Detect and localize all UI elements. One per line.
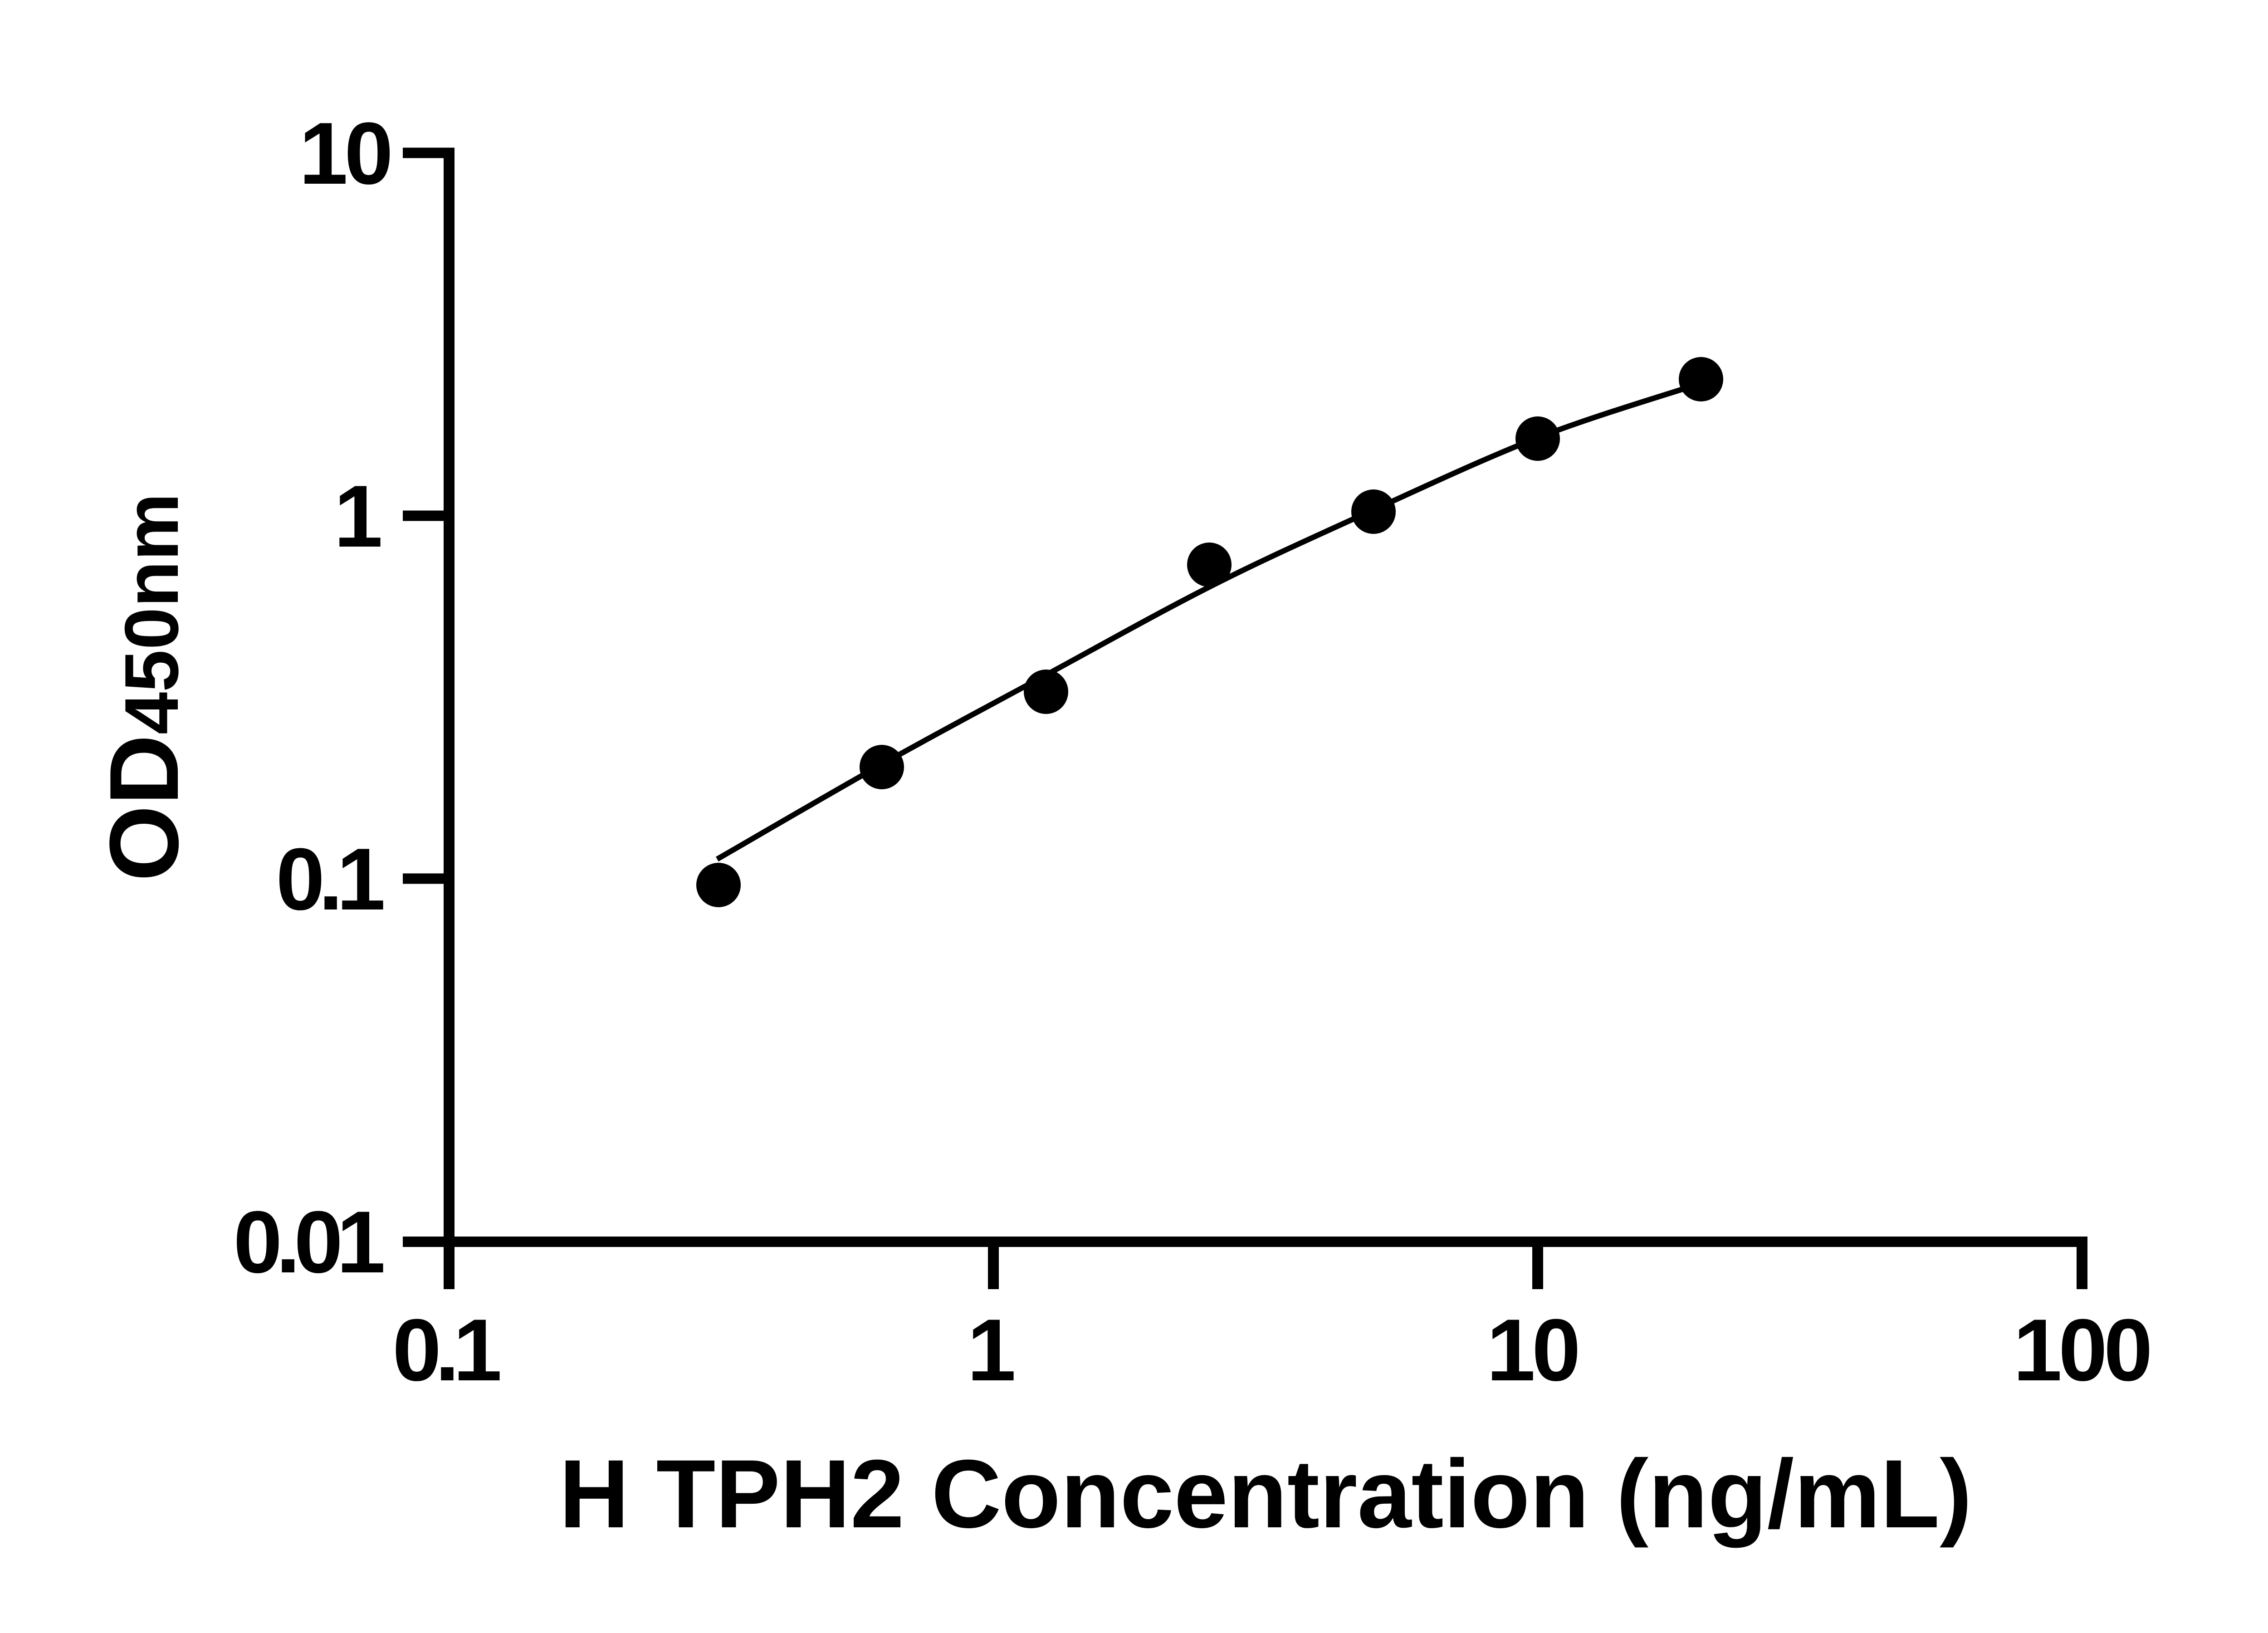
svg-text:1: 1 (334, 467, 381, 566)
svg-text:100: 100 (2013, 1301, 2149, 1399)
svg-text:OD450nm: OD450nm (89, 493, 199, 881)
svg-text:10: 10 (299, 104, 390, 203)
svg-text:1: 1 (967, 1301, 1014, 1399)
svg-text:10: 10 (1486, 1301, 1577, 1399)
svg-text:H TPH2 Concentration (ng/mL): H TPH2 Concentration (ng/mL) (559, 1440, 1972, 1548)
svg-text:0.1: 0.1 (276, 830, 383, 929)
svg-text:0.01: 0.01 (233, 1193, 383, 1291)
svg-text:0.1: 0.1 (392, 1301, 500, 1399)
